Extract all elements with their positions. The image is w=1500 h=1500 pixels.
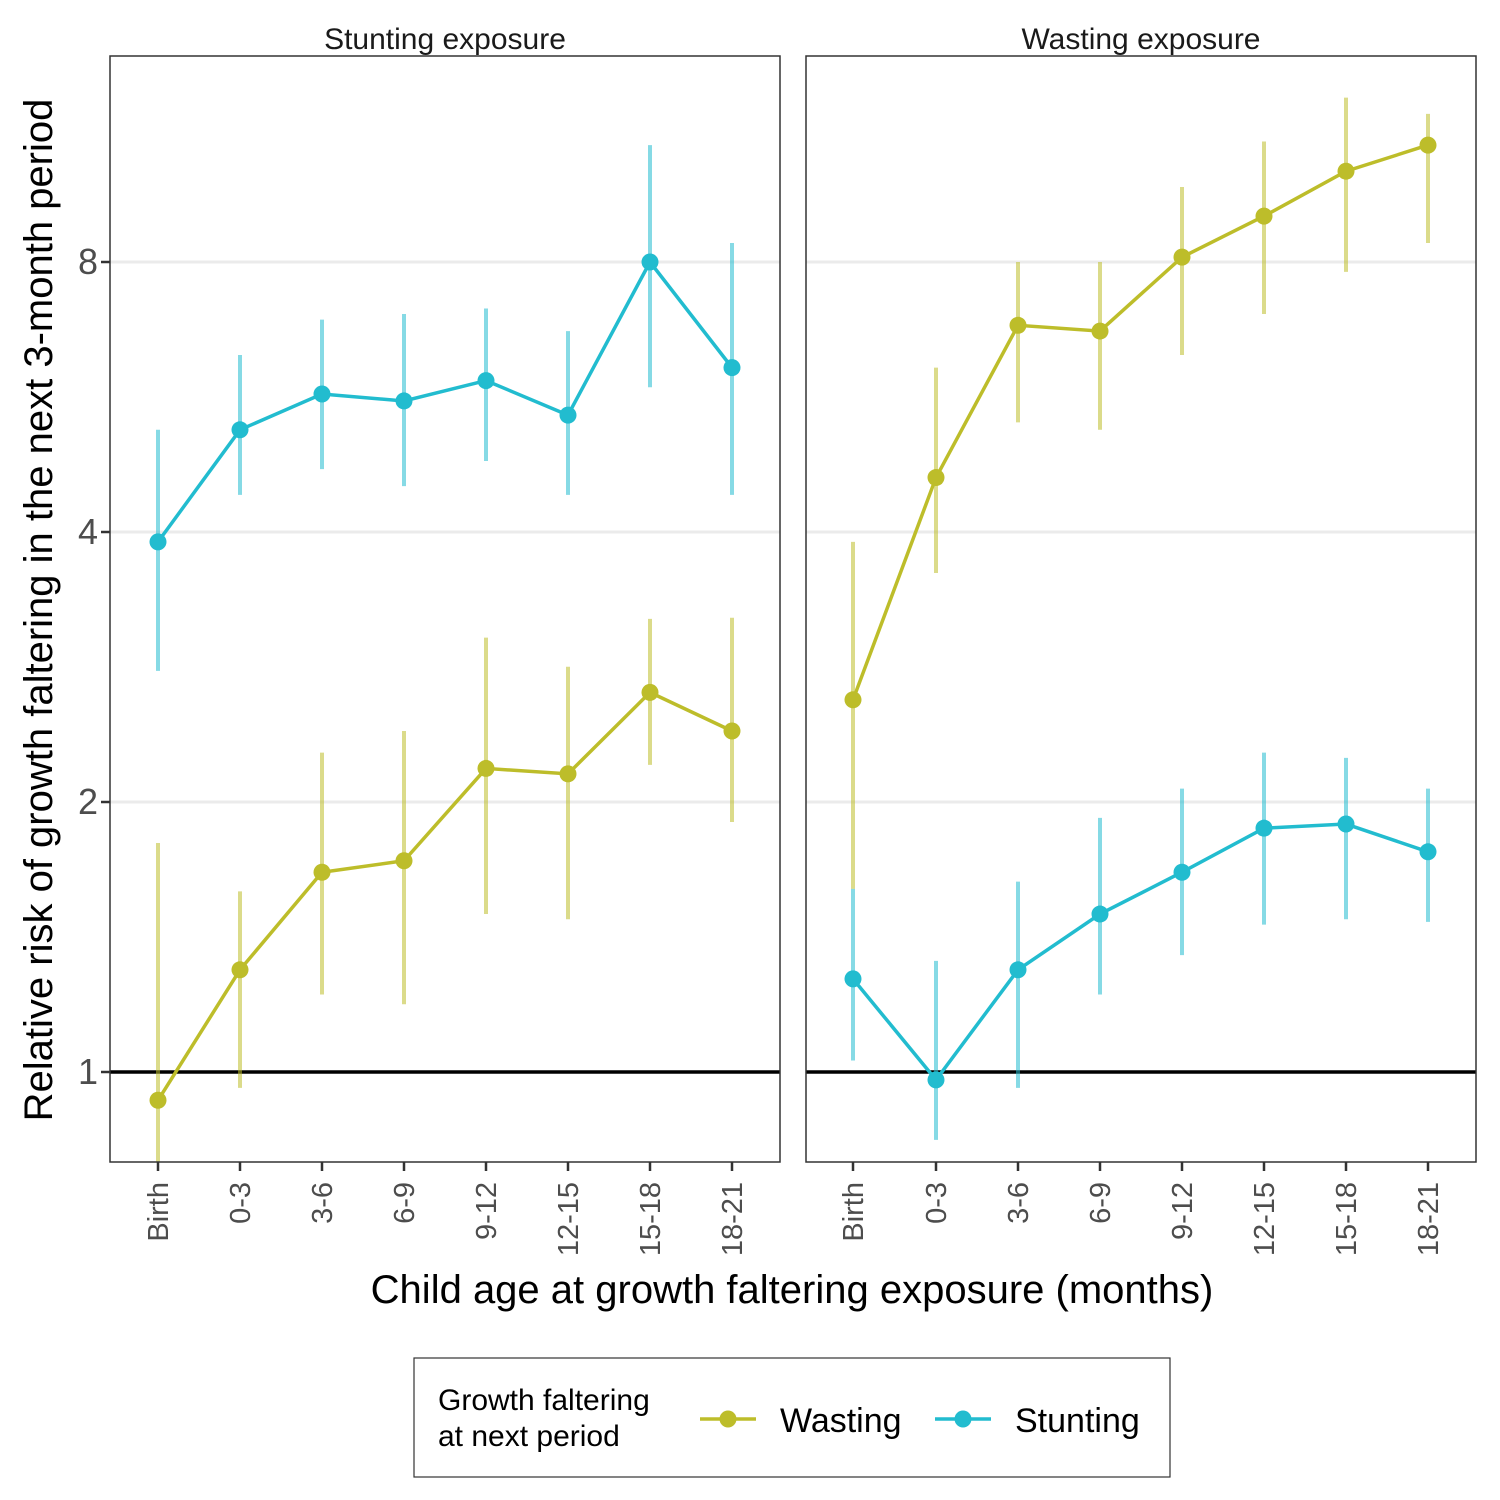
point-stunting [1091,905,1109,923]
legend-label-stunting: Stunting [1015,1402,1140,1440]
point-wasting [1009,316,1027,334]
y-axis-title: Relative risk of growth faltering in the… [17,99,61,1122]
point-stunting [1009,961,1027,979]
series-line-stunting [156,258,734,543]
panel-title: Stunting exposure [324,23,566,56]
panel-title: Wasting exposure [1021,23,1260,56]
point-wasting [1255,207,1273,225]
legend: Growth faltering at next period Wasting … [413,1357,1171,1478]
x-tick-label: 3-6 [307,1182,339,1224]
x-tick-label: 0-3 [921,1182,953,1224]
point-stunting [927,1071,945,1089]
point-wasting [1091,322,1109,340]
point-stunting [723,359,741,377]
y-tick-label: 1 [78,1051,98,1092]
point-wasting [723,722,741,740]
point-stunting [1255,819,1273,837]
x-tick-label: 18-21 [1413,1182,1445,1256]
x-tick-label: Birth [143,1182,175,1242]
legend-keys [700,1410,991,1428]
panel-border [109,55,781,1163]
point-wasting [844,691,862,709]
legend-key-point-wasting [719,1410,737,1428]
point-stunting [477,372,495,390]
point-wasting [559,765,577,783]
plot-area [844,97,1437,1140]
x-tick-label: 9-12 [471,1182,503,1240]
point-wasting [231,961,249,979]
x-tick-label: 15-18 [635,1182,667,1256]
series-line-wasting [156,690,733,1102]
point-wasting [395,852,413,870]
legend-key-point-stunting [954,1410,972,1428]
y-tick-label: 8 [78,241,98,282]
x-tick-label: 18-21 [717,1182,749,1256]
legend-title-line-1: Growth faltering [438,1384,650,1417]
point-wasting [313,863,331,881]
point-stunting [231,421,249,439]
point-stunting [844,970,862,988]
point-stunting [1173,863,1191,881]
panel-1: Stunting exposure Birth 0-3 3-6 6-9 9-12 12-15… [78,23,781,1256]
series-line-wasting [851,143,1429,701]
x-tick-label: 0-3 [225,1182,257,1224]
x-tick-label: 6-9 [1085,1182,1117,1224]
point-stunting [1419,843,1437,861]
legend-title-line-2: at next period [438,1420,620,1453]
panel-border [805,55,1477,1163]
point-wasting [477,759,495,777]
plot-area [149,145,741,1162]
point-wasting [1419,136,1437,154]
panels: Stunting exposure Birth 0-3 3-6 6-9 9-12 12-15… [78,23,1477,1256]
point-stunting [395,392,413,410]
x-tick-label: 15-18 [1331,1182,1363,1256]
point-stunting [1337,815,1355,833]
series-line-stunting [851,822,1429,1083]
point-stunting [313,385,331,403]
point-wasting [1173,248,1191,266]
legend-box [413,1357,1171,1478]
point-stunting [559,406,577,424]
x-tick-label: Birth [838,1182,870,1242]
point-wasting [1337,162,1355,180]
x-tick-label: 12-15 [553,1182,585,1256]
point-stunting [149,533,167,551]
x-tick-label: 12-15 [1249,1182,1281,1256]
point-wasting [149,1091,167,1109]
point-stunting [641,253,659,271]
y-tick-label: 2 [78,781,98,822]
point-wasting [927,469,945,487]
legend-label-wasting: Wasting [780,1402,902,1440]
x-tick-label: 6-9 [389,1182,421,1224]
y-tick-label: 4 [78,511,98,552]
x-tick-label: 3-6 [1003,1182,1035,1224]
panel-2: Wasting exposure Birth 0-3 3-6 6-9 9-12 12-15 1… [805,23,1477,1256]
x-tick-label: 9-12 [1167,1182,1199,1240]
point-wasting [641,683,659,701]
x-axis-title: Child age at growth faltering exposure (… [371,1268,1214,1312]
